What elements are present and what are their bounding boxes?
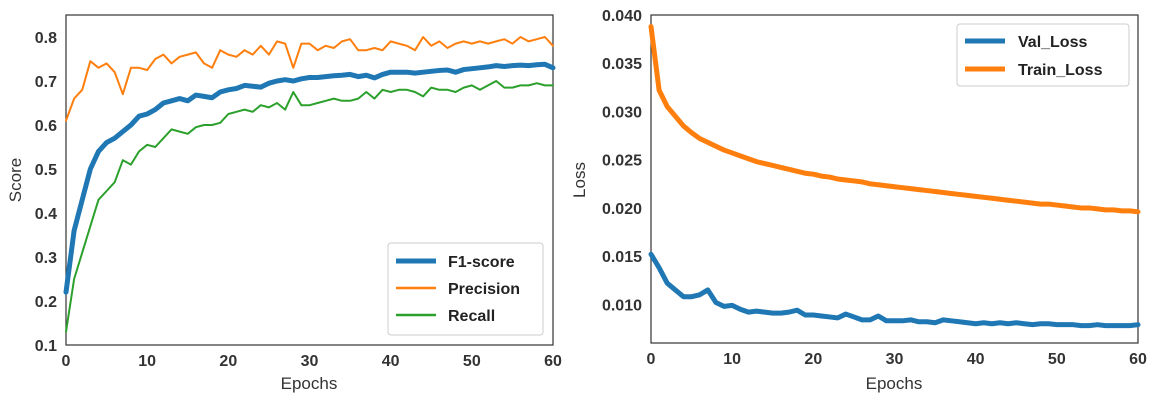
loss-chart: 0.010 0.015 0.020 0.025 0.030 0.035 0.040 0 10 2… [570, 8, 1147, 393]
loss-plot-frame [650, 14, 1139, 344]
legend-label-train-loss: Train_Loss [1018, 62, 1103, 79]
loss-x-tick-label: 20 [804, 351, 822, 368]
score-x-tick-label: 20 [219, 353, 237, 370]
loss-y-tick-label: 0.035 [602, 56, 642, 73]
score-x-tick-label: 60 [544, 353, 562, 370]
score-y-tick-label: 0.5 [35, 162, 57, 179]
score-plot-frame [65, 14, 554, 346]
loss-y-tick-label: 0.030 [602, 104, 642, 121]
legend-label-val-loss: Val_Loss [1018, 34, 1087, 51]
loss-x-axis-label: Epochs [866, 374, 923, 393]
loss-x-tick-label: 10 [723, 351, 741, 368]
score-x-tick-label: 10 [138, 353, 156, 370]
loss-y-tick-label: 0.025 [602, 153, 642, 170]
loss-legend: Val_Loss Train_Loss [956, 23, 1130, 87]
loss-x-tick-label: 60 [1129, 351, 1147, 368]
loss-x-tick-label: 30 [886, 351, 904, 368]
legend-label-precision: Precision [448, 281, 520, 298]
loss-x-ticks: 0 10 20 30 40 50 60 [647, 351, 1147, 368]
score-series-lines [63, 36, 556, 333]
series-line-f1-score [63, 61, 556, 295]
score-x-tick-label: 0 [62, 353, 71, 370]
series-line-val-loss [648, 251, 1141, 329]
loss-y-ticks: 0.010 0.015 0.020 0.025 0.030 0.035 0.040 [602, 8, 642, 314]
loss-series-lines [648, 24, 1141, 329]
loss-x-tick-label: 40 [967, 351, 985, 368]
loss-y-tick-label: 0.020 [602, 201, 642, 218]
score-y-tick-label: 0.1 [35, 338, 57, 355]
score-chart: 0.1 0.2 0.3 0.4 0.5 0.6 0.7 0.8 0 10 20 30 40 50 60 E… [6, 14, 562, 393]
score-y-tick-label: 0.6 [35, 118, 57, 135]
series-line-train-loss [648, 24, 1141, 215]
series-line-recall [65, 80, 554, 333]
score-y-axis-label: Score [6, 158, 25, 202]
series-line-precision [65, 36, 554, 122]
score-legend-box [387, 242, 544, 336]
legend-label-f1-score: F1-score [448, 254, 515, 271]
legend-label-recall: Recall [448, 308, 495, 325]
loss-x-tick-label: 50 [1048, 351, 1066, 368]
score-y-tick-label: 0.3 [35, 250, 57, 267]
score-y-tick-label: 0.7 [35, 74, 57, 91]
score-y-tick-label: 0.4 [35, 206, 57, 223]
loss-x-tick-label: 0 [647, 351, 656, 368]
score-x-tick-label: 40 [382, 353, 400, 370]
loss-y-axis-label: Loss [570, 162, 589, 198]
score-y-tick-label: 0.2 [35, 294, 57, 311]
score-x-ticks: 0 10 20 30 40 50 60 [62, 353, 562, 370]
score-y-tick-label: 0.8 [35, 30, 57, 47]
score-legend: F1-score Precision Recall [387, 242, 544, 336]
loss-y-tick-label: 0.015 [602, 249, 642, 266]
score-x-tick-label: 50 [463, 353, 481, 370]
score-y-ticks: 0.1 0.2 0.3 0.4 0.5 0.6 0.7 0.8 [35, 30, 57, 355]
loss-y-tick-label: 0.040 [602, 8, 642, 25]
score-x-axis-label: Epochs [281, 374, 338, 393]
loss-y-tick-label: 0.010 [602, 297, 642, 314]
score-x-tick-label: 30 [301, 353, 319, 370]
